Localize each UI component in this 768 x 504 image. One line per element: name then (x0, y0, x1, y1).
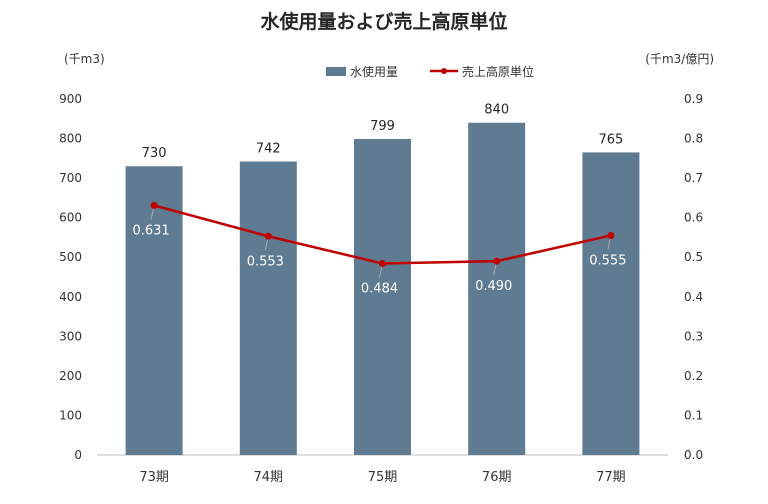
line-marker (493, 257, 501, 265)
y-right-tick-label: 0.1 (684, 408, 703, 422)
bar-value-label: 765 (598, 132, 623, 147)
y-left-tick-label: 600 (59, 211, 82, 225)
legend-swatch-bar (326, 67, 346, 76)
bar-value-label: 840 (484, 103, 509, 118)
y-right-tick-label: 0.3 (684, 329, 703, 343)
y-left-tick-label: 500 (59, 250, 82, 264)
y-left-tick-label: 900 (59, 92, 82, 106)
y-right-tick-label: 0.0 (684, 448, 703, 462)
line-value-label: 0.555 (589, 253, 626, 268)
legend-label-line: 売上高原単位 (462, 64, 534, 79)
bars-group (125, 122, 640, 455)
bar (239, 161, 297, 455)
bar (468, 122, 526, 455)
y-left-tick-label: 800 (59, 132, 82, 146)
chart-title: 水使用量および売上高原単位 (260, 10, 507, 33)
y-left-tick-label: 0 (74, 448, 82, 462)
line-value-label: 0.631 (132, 223, 169, 238)
left-axis-unit: (千m3) (64, 52, 105, 66)
axes-group: 0 100 200 300 400 500 600 700 800 900 0.0 0.1 0.2 0.3… (59, 92, 703, 462)
y-right-tick-label: 0.4 (684, 290, 703, 304)
line-value-label: 0.553 (247, 254, 284, 269)
legend-swatch-marker (441, 68, 447, 74)
x-category-label: 73期 (139, 470, 169, 485)
bar-value-label: 730 (142, 146, 167, 161)
y-right-tick-label: 0.7 (684, 171, 703, 185)
bar (582, 152, 640, 455)
x-category-label: 74期 (254, 470, 284, 485)
bar (125, 166, 183, 455)
x-category-label: 76期 (482, 470, 512, 485)
line-marker (150, 201, 158, 209)
bar (354, 138, 411, 455)
legend-label-bar: 水使用量 (350, 64, 398, 79)
y-left-tick-label: 200 (59, 369, 82, 383)
bar-value-label: 742 (256, 141, 281, 156)
y-left-tick-label: 100 (59, 408, 82, 422)
legend: 水使用量 売上高原単位 (326, 64, 534, 79)
line-marker (379, 260, 386, 268)
x-category-label: 75期 (368, 470, 398, 485)
x-category-label: 77期 (596, 470, 626, 485)
bar-labels-group: 730 742 799 840 765 (142, 103, 624, 162)
line-marker (607, 231, 615, 239)
y-right-tick-label: 0.2 (684, 369, 703, 383)
y-right-tick-label: 0.5 (684, 250, 703, 264)
y-right-tick-label: 0.6 (684, 211, 703, 225)
line-marker (264, 232, 272, 240)
y-left-tick-label: 400 (59, 290, 82, 304)
y-right-tick-label: 0.9 (684, 92, 703, 106)
y-left-tick-label: 700 (59, 171, 82, 185)
right-axis-unit: (千m3/億円) (645, 52, 714, 66)
line-value-label: 0.490 (475, 279, 512, 294)
line-value-label: 0.484 (361, 282, 398, 297)
bar-value-label: 799 (370, 119, 395, 134)
y-right-tick-label: 0.8 (684, 132, 703, 146)
y-left-tick-label: 300 (59, 329, 82, 343)
line-series-group: 0.631 0.553 0.484 0.490 0.555 (132, 201, 627, 297)
x-labels-group: 73期 74期 75期 76期 77期 (139, 470, 625, 485)
